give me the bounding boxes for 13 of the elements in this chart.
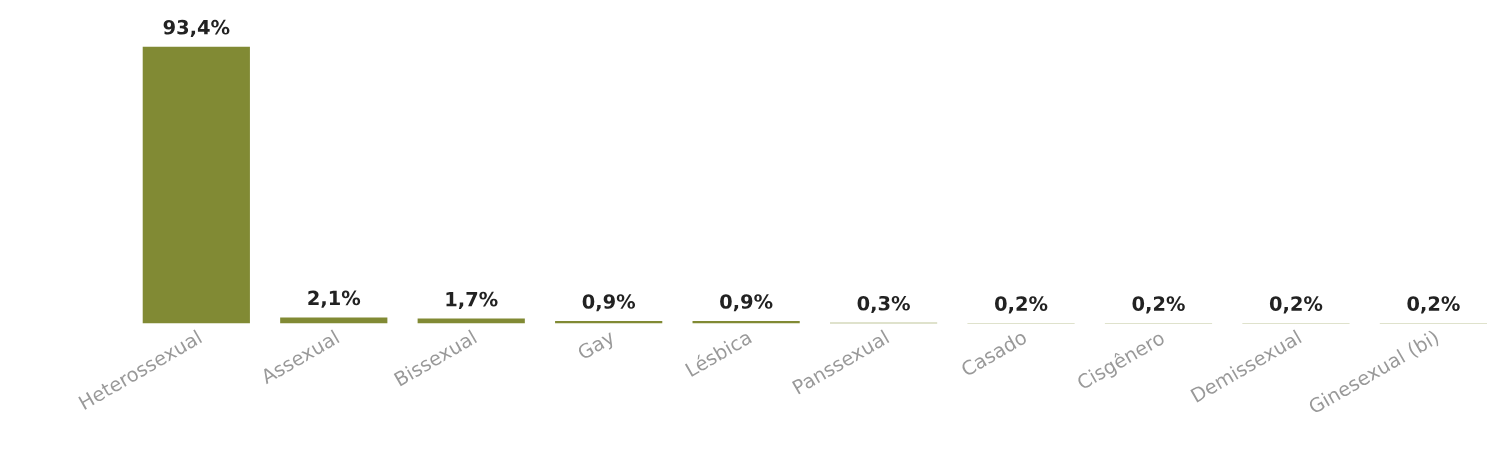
data-label: 0,2% bbox=[1269, 296, 1323, 314]
x-tick-label: Gay bbox=[576, 329, 618, 364]
data-label: 93,4% bbox=[163, 19, 230, 38]
data-label: 0,2% bbox=[995, 296, 1048, 314]
data-label: 0,2% bbox=[1407, 296, 1460, 314]
data-label: 0,9% bbox=[720, 294, 773, 312]
data-label: 2,1% bbox=[308, 290, 361, 308]
data-label: 0,2% bbox=[1132, 296, 1185, 314]
bar bbox=[280, 317, 388, 324]
data-label: 0,3% bbox=[857, 295, 910, 314]
data-label: 1,7% bbox=[446, 291, 498, 309]
data-label: 0,9% bbox=[582, 294, 636, 312]
bar bbox=[142, 46, 250, 324]
